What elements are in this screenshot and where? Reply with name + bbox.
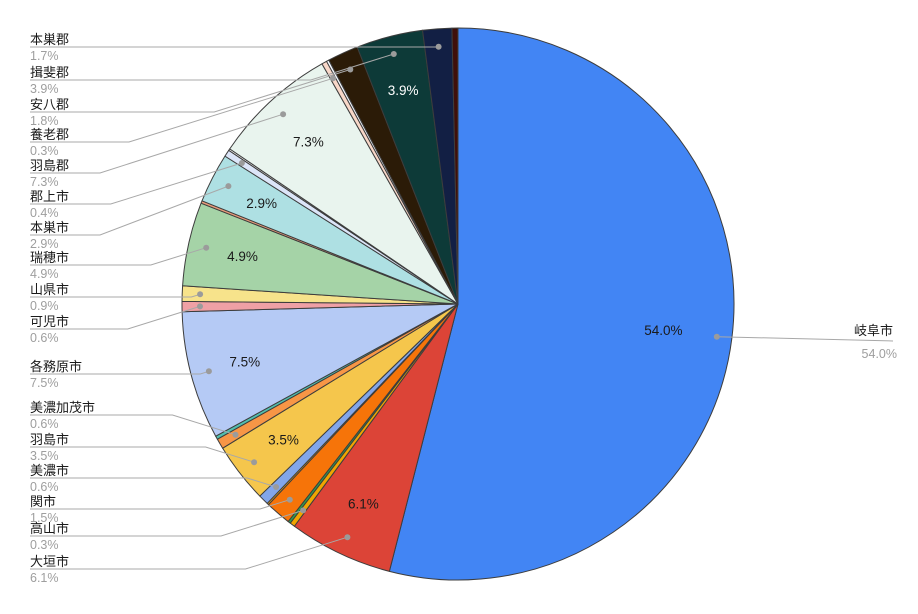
slice-label-8: 美濃加茂市 xyxy=(30,400,95,415)
leader-line-15 xyxy=(30,185,229,236)
leader-dot-21 xyxy=(347,66,354,73)
leader-dot-15 xyxy=(225,183,232,190)
slice-label-0: 岐阜市 xyxy=(854,323,893,338)
leader-dot-8 xyxy=(232,431,239,438)
pie-slice-10[interactable] xyxy=(181,303,459,437)
slice-pct-18: 7.3% xyxy=(30,175,59,189)
slice-pct-15: 2.9% xyxy=(30,237,59,251)
slice-pct-23: 1.7% xyxy=(30,49,59,63)
slice-pct-7: 3.5% xyxy=(30,449,59,463)
leader-line-19 xyxy=(30,77,334,143)
leader-line-6 xyxy=(30,477,277,488)
leader-line-13 xyxy=(30,247,207,266)
inside-label-7: 3.5% xyxy=(268,432,299,447)
leader-dot-22 xyxy=(390,51,397,57)
leader-line-2 xyxy=(30,509,304,537)
leader-line-21 xyxy=(30,69,351,113)
slice-label-15: 本巣市 xyxy=(30,220,69,235)
leader-dot-11 xyxy=(197,303,203,310)
slice-label-19: 養老郡 xyxy=(30,127,69,142)
slice-pct-8: 0.6% xyxy=(30,417,59,431)
leader-dot-2 xyxy=(300,507,307,514)
inside-label-10: 7.5% xyxy=(229,355,260,370)
slice-pct-0: 54.0% xyxy=(862,347,897,361)
slice-label-18: 羽島郡 xyxy=(30,158,69,173)
leader-dot-1 xyxy=(344,534,351,541)
inside-label-1: 6.1% xyxy=(348,497,379,512)
slice-pct-11: 0.6% xyxy=(30,331,59,345)
leader-dot-10 xyxy=(205,368,212,375)
leader-dot-7 xyxy=(251,459,258,466)
slice-label-12: 山県市 xyxy=(30,282,69,297)
leader-line-8 xyxy=(30,414,236,436)
slice-pct-4: 1.5% xyxy=(30,511,59,525)
inside-label-22: 3.9% xyxy=(388,83,419,98)
leader-line-0 xyxy=(716,336,894,342)
leader-dot-6 xyxy=(273,484,280,490)
slice-pct-21: 1.8% xyxy=(30,114,59,128)
leader-line-1 xyxy=(30,536,348,570)
pie-slice-24[interactable] xyxy=(451,27,459,305)
leader-dot-13 xyxy=(203,244,210,251)
slice-label-7: 羽島市 xyxy=(30,432,69,447)
pie-slice-18[interactable] xyxy=(229,63,459,305)
leader-dot-18 xyxy=(280,111,287,118)
slice-label-10: 各務原市 xyxy=(30,359,82,374)
slice-label-16: 郡上市 xyxy=(30,189,69,204)
pie-slice-0[interactable] xyxy=(388,27,735,581)
slice-pct-12: 0.9% xyxy=(30,299,59,313)
leader-dot-23 xyxy=(435,43,442,50)
leader-line-16 xyxy=(30,162,243,205)
slice-pct-19: 0.3% xyxy=(30,144,59,158)
leader-line-22 xyxy=(30,53,394,81)
leader-dot-19 xyxy=(330,75,336,82)
leader-dot-16 xyxy=(238,160,245,166)
leader-line-11 xyxy=(30,305,201,330)
slice-pct-13: 4.9% xyxy=(30,267,59,281)
inside-label-13: 4.9% xyxy=(227,249,258,264)
inside-label-18: 7.3% xyxy=(293,135,324,150)
leader-line-7 xyxy=(30,446,255,463)
slice-label-2: 高山市 xyxy=(30,521,69,536)
slice-pct-2: 0.3% xyxy=(30,538,59,552)
inside-label-0: 54.0% xyxy=(644,323,682,338)
slice-label-23: 本巣郡 xyxy=(30,32,69,47)
slice-label-6: 美濃市 xyxy=(30,463,69,478)
slice-pct-16: 0.4% xyxy=(30,206,59,220)
leader-line-12 xyxy=(30,293,201,298)
leader-line-4 xyxy=(30,499,290,510)
leader-line-18 xyxy=(30,113,284,174)
slice-pct-1: 6.1% xyxy=(30,571,59,585)
leader-dot-12 xyxy=(197,291,204,298)
inside-label-15: 2.9% xyxy=(246,196,277,211)
slice-label-1: 大垣市 xyxy=(30,554,69,569)
slice-label-21: 安八郡 xyxy=(30,97,69,112)
slice-label-4: 関市 xyxy=(30,494,56,509)
leader-dot-4 xyxy=(286,496,293,503)
slice-pct-6: 0.6% xyxy=(30,480,59,494)
leader-line-10 xyxy=(30,370,210,375)
slice-pct-22: 3.9% xyxy=(30,82,59,96)
slice-label-13: 瑞穂市 xyxy=(30,250,69,265)
leader-dot-0 xyxy=(713,333,720,340)
slice-label-11: 可児市 xyxy=(30,314,69,329)
slice-pct-10: 7.5% xyxy=(30,376,59,390)
slice-label-22: 揖斐郡 xyxy=(30,65,69,80)
